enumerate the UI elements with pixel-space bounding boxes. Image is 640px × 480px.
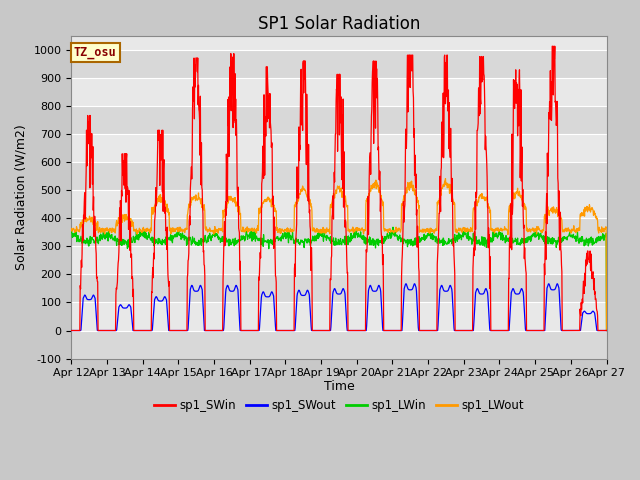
Bar (71, 331, 607, 359)
Bar (71, 246, 607, 275)
Bar (71, 134, 607, 162)
X-axis label: Time: Time (323, 380, 355, 393)
Bar (71, 162, 607, 190)
Text: TZ_osu: TZ_osu (74, 46, 116, 59)
Legend: sp1_SWin, sp1_SWout, sp1_LWin, sp1_LWout: sp1_SWin, sp1_SWout, sp1_LWin, sp1_LWout (149, 395, 529, 417)
Bar (71, 106, 607, 134)
Bar (71, 50, 607, 78)
Y-axis label: Solar Radiation (W/m2): Solar Radiation (W/m2) (15, 124, 28, 270)
Bar (71, 190, 607, 218)
Bar (71, 302, 607, 331)
Bar (71, 218, 607, 246)
Bar (71, 78, 607, 106)
Bar (71, 275, 607, 302)
Title: SP1 Solar Radiation: SP1 Solar Radiation (258, 15, 420, 33)
